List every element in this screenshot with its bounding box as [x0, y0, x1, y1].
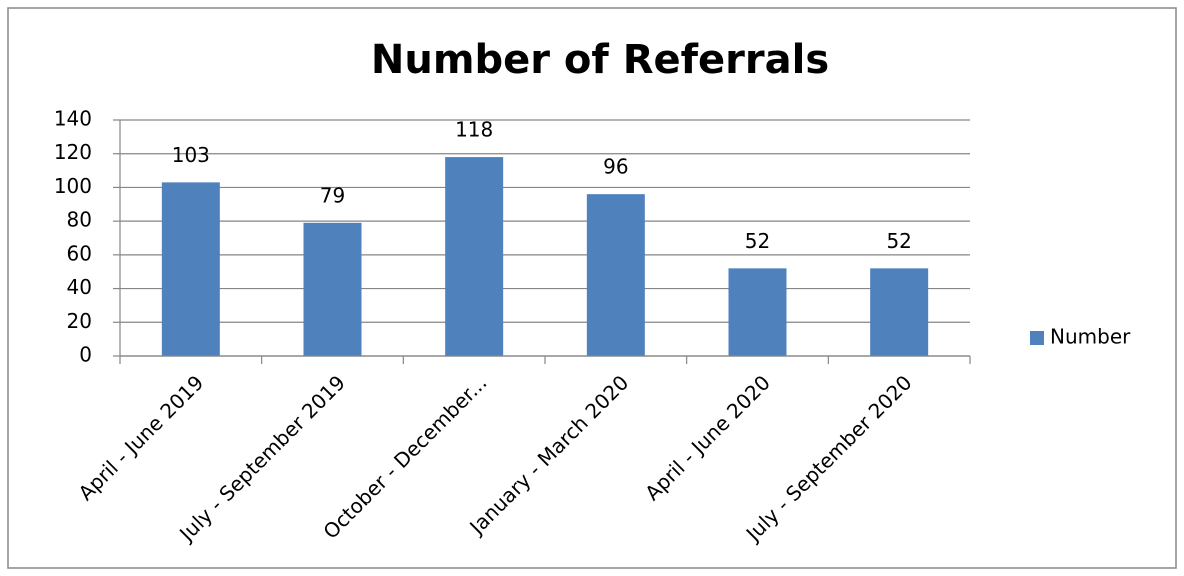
data-label: 52	[886, 229, 911, 253]
legend-swatch	[1030, 331, 1044, 345]
data-label: 79	[320, 183, 345, 207]
legend-label: Number	[1050, 325, 1131, 349]
bar	[728, 268, 787, 356]
bar	[303, 222, 362, 356]
y-tick-label: 20	[67, 309, 92, 333]
bar	[445, 157, 504, 356]
data-label: 96	[603, 155, 628, 179]
y-tick-label: 100	[54, 174, 92, 198]
bar	[870, 268, 929, 356]
y-tick-label: 140	[54, 107, 92, 131]
data-label: 103	[172, 143, 210, 167]
bar	[161, 182, 220, 356]
y-tick-label: 120	[54, 140, 92, 164]
y-tick-label: 0	[79, 343, 92, 367]
chart-title: Number of Referrals	[371, 37, 829, 83]
data-label: 52	[745, 229, 770, 253]
data-label: 118	[455, 118, 493, 142]
y-tick-label: 60	[67, 241, 92, 265]
y-tick-label: 40	[67, 275, 92, 299]
bar	[586, 194, 645, 356]
y-tick-label: 80	[67, 208, 92, 232]
